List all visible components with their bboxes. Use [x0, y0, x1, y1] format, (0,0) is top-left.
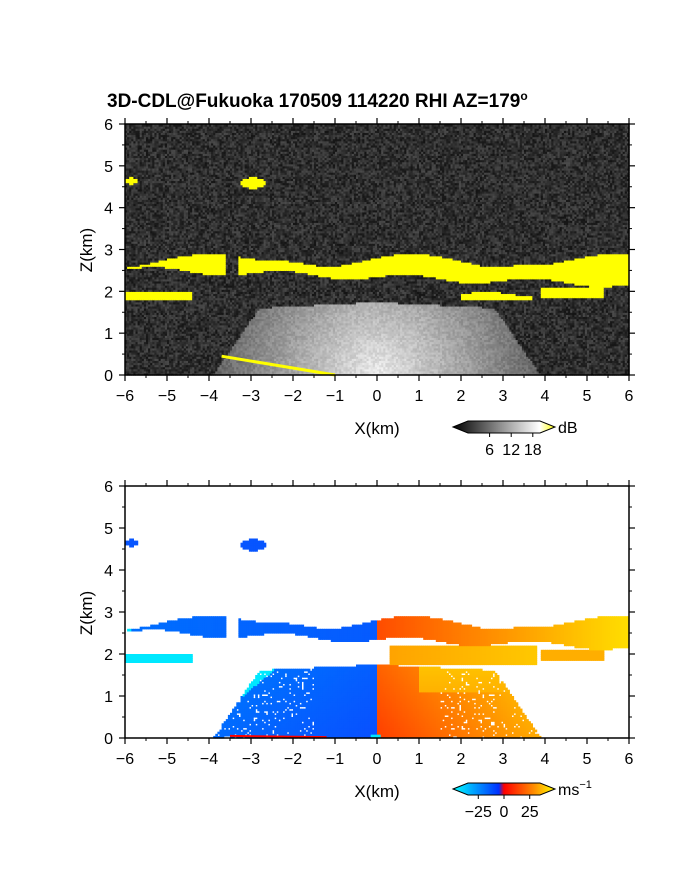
chart-title-degree: o [520, 89, 527, 103]
chart-title-text: 3D-CDL@Fukuoka 170509 114220 RHI AZ=179 [107, 91, 520, 112]
chart-title: 3D-CDL@Fukuoka 170509 114220 RHI AZ=179o [107, 89, 528, 112]
reflectivity-heatmap [125, 124, 630, 376]
